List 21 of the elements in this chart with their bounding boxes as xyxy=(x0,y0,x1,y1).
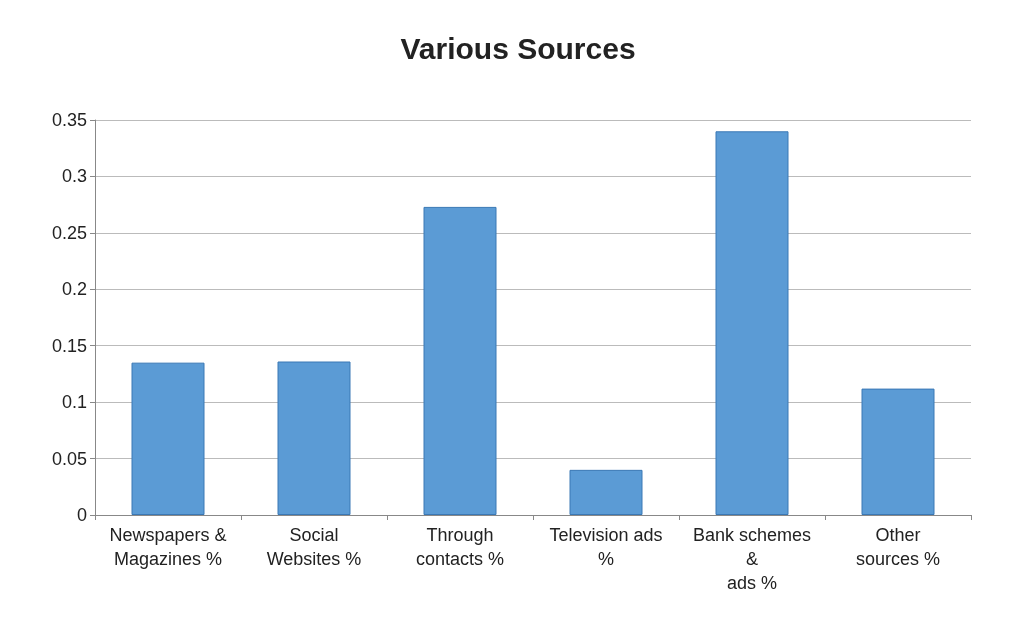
y-tick-label: 0.1 xyxy=(61,392,87,413)
bar xyxy=(131,362,205,515)
x-tick-label: Other sources % xyxy=(855,525,941,569)
y-tick-label: 0.15 xyxy=(51,335,87,356)
bar xyxy=(277,361,351,515)
x-tick-label: Television ads % xyxy=(549,525,663,569)
y-tick-label: 0.25 xyxy=(51,222,87,243)
y-tick-label: 0.2 xyxy=(61,279,87,300)
x-tick-label: Through contacts % xyxy=(415,525,505,569)
x-tick-label: Newspapers & Magazines % xyxy=(109,525,227,569)
y-tick-label: 0 xyxy=(76,505,87,525)
bar xyxy=(861,388,935,515)
y-tick-label: 0.35 xyxy=(51,110,87,130)
x-tick-label: Bank schemes & ads % xyxy=(692,525,812,593)
y-tick-label: 0.05 xyxy=(51,448,87,469)
y-tick-label: 0.3 xyxy=(61,166,87,187)
x-tick-label: Social Websites % xyxy=(266,525,362,569)
bar xyxy=(569,469,643,515)
bar xyxy=(423,206,497,515)
chart-title: Various Sources xyxy=(400,31,636,65)
bar xyxy=(715,131,789,515)
